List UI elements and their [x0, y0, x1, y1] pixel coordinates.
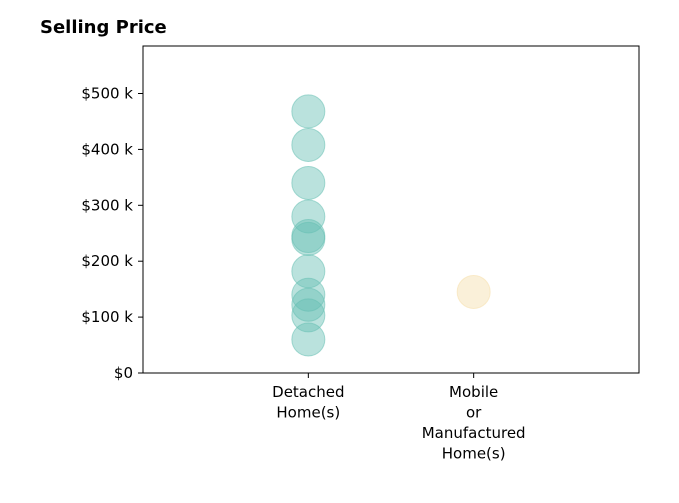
data-point [291, 277, 326, 312]
data-point [291, 127, 326, 162]
x-tick-label-line: Manufactured [422, 424, 526, 442]
x-tick-label-line: Detached [272, 383, 344, 401]
data-point [291, 221, 326, 256]
x-tick-label-line: Home(s) [442, 445, 506, 463]
data-point [291, 322, 326, 357]
x-tick-label: Mobile or Manufactured Home(s) [422, 383, 526, 463]
y-tick-label: $100 k [81, 308, 133, 326]
y-axis: $0 $100 k $200 k $300 k $400 k $500 k [81, 85, 143, 382]
y-tick-label: $400 k [81, 140, 133, 158]
data-point [291, 287, 326, 322]
data-point [291, 298, 326, 333]
y-tick-label: $0 [114, 364, 133, 382]
plot-frame [142, 45, 640, 374]
chart-title: Selling Price [40, 17, 167, 38]
data-point [456, 274, 491, 309]
y-tick-label: $500 k [81, 85, 133, 103]
data-point [291, 165, 326, 200]
x-axis: Detached Home(s) Mobile or Manufactured Home(… [272, 373, 526, 463]
x-tick-label-line: or [466, 404, 482, 422]
data-point [291, 94, 326, 129]
y-tick-label: $300 k [81, 196, 133, 214]
x-tick-label: Detached Home(s) [272, 383, 344, 422]
x-tick-label-line: Mobile [449, 383, 498, 401]
data-point [291, 254, 326, 289]
y-tick-label: $200 k [81, 252, 133, 270]
x-tick-label-line: Home(s) [276, 404, 340, 422]
points-layer [291, 94, 491, 357]
